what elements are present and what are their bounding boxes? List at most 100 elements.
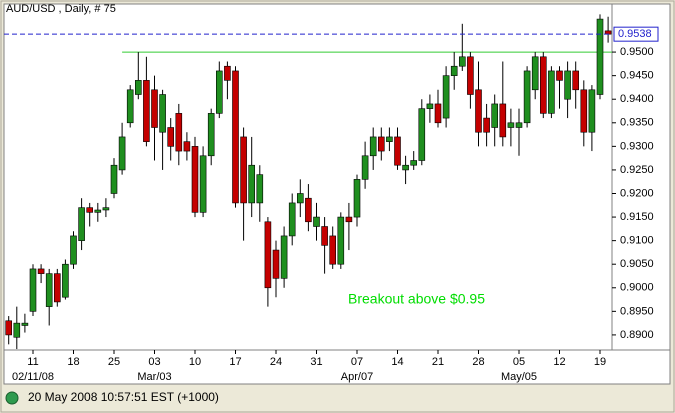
candle-body bbox=[499, 103, 507, 138]
candle-body bbox=[29, 268, 37, 312]
candle-body bbox=[418, 108, 426, 161]
x-sublabel: Mar/03 bbox=[137, 371, 171, 383]
y-tick-label: 0.9400 bbox=[620, 93, 654, 105]
candle-body bbox=[86, 207, 93, 213]
candle-body bbox=[183, 141, 191, 152]
candle-body bbox=[167, 127, 174, 147]
candle-body bbox=[580, 89, 588, 133]
candle-body bbox=[548, 70, 555, 114]
x-tick-label: 24 bbox=[270, 356, 282, 368]
candle-body bbox=[175, 113, 183, 152]
candle-body bbox=[377, 136, 385, 152]
candle-body bbox=[13, 322, 21, 338]
candle-body bbox=[556, 70, 563, 81]
candle-body bbox=[434, 103, 442, 124]
candle-body bbox=[53, 273, 61, 303]
x-axis-area bbox=[3, 349, 671, 385]
candle-body bbox=[70, 235, 77, 265]
candle-body bbox=[483, 117, 490, 133]
candle-body bbox=[264, 221, 272, 289]
x-tick-label: 07 bbox=[351, 356, 363, 368]
x-sublabel: 02/11/08 bbox=[12, 371, 54, 383]
candle-body bbox=[191, 146, 199, 213]
candle-body bbox=[337, 216, 345, 265]
candle-body bbox=[539, 56, 547, 114]
candle-body bbox=[45, 273, 53, 307]
candle-body bbox=[94, 209, 102, 213]
candle-body bbox=[216, 70, 223, 114]
last-price-box bbox=[613, 26, 659, 42]
candle-body bbox=[280, 235, 288, 279]
candle-body bbox=[361, 155, 369, 180]
candle-body bbox=[564, 70, 571, 100]
x-tick-label: 28 bbox=[472, 356, 484, 368]
annotation: Breakout above $0.95 bbox=[348, 291, 485, 307]
y-tick-label: 0.9050 bbox=[620, 258, 654, 270]
candle-body bbox=[240, 136, 247, 204]
plot-area bbox=[3, 3, 613, 351]
candle-body bbox=[353, 179, 361, 218]
candle-body bbox=[256, 174, 264, 204]
candle-body bbox=[467, 56, 474, 95]
candle-body bbox=[248, 164, 255, 204]
candle-body bbox=[118, 136, 126, 171]
candle-body bbox=[232, 70, 239, 204]
candle-body bbox=[102, 207, 110, 211]
x-tick-label: 31 bbox=[310, 356, 322, 368]
x-tick-label: 03 bbox=[148, 356, 160, 368]
x-tick-label: 25 bbox=[108, 356, 120, 368]
candle-body bbox=[151, 89, 158, 128]
candle-body bbox=[475, 89, 482, 133]
x-tick-label: 12 bbox=[553, 356, 565, 368]
footer: 20 May 2008 10:57:51 EST (+1000) bbox=[28, 390, 219, 404]
candle-body bbox=[296, 193, 304, 204]
y-tick-label: 0.9300 bbox=[620, 140, 654, 152]
x-tick-label: 05 bbox=[513, 356, 525, 368]
candle-body bbox=[224, 65, 231, 81]
x-tick-label: 10 bbox=[189, 356, 201, 368]
y-tick-label: 0.9150 bbox=[620, 211, 654, 223]
x-tick-label: 14 bbox=[391, 356, 403, 368]
candle-body bbox=[21, 322, 29, 326]
y-tick-label: 0.9450 bbox=[620, 70, 654, 82]
candle-body bbox=[305, 197, 312, 223]
x-sublabel: May/05 bbox=[501, 371, 537, 383]
candle-body bbox=[345, 216, 353, 223]
y-tick-label: 0.9100 bbox=[620, 235, 654, 247]
candle-body bbox=[410, 160, 418, 166]
candle-body bbox=[394, 136, 401, 166]
y-tick-label: 0.9200 bbox=[620, 187, 654, 199]
candle-body bbox=[386, 136, 393, 142]
candle-body bbox=[126, 89, 134, 124]
candle-body bbox=[288, 202, 296, 237]
candle-body bbox=[515, 122, 523, 128]
y-tick-label: 0.9000 bbox=[620, 282, 654, 294]
candle-body bbox=[572, 70, 580, 91]
candle-body bbox=[507, 122, 515, 128]
x-tick-label: 11 bbox=[27, 356, 38, 368]
candle-body bbox=[199, 155, 207, 213]
y-tick-label: 0.9500 bbox=[620, 46, 654, 58]
x-tick-label: 17 bbox=[229, 356, 241, 368]
candle-body bbox=[37, 268, 45, 274]
x-tick-label: 18 bbox=[67, 356, 79, 368]
candle-body bbox=[442, 75, 450, 119]
candle-body bbox=[402, 164, 409, 171]
candle-body bbox=[450, 65, 458, 76]
y-axis-area bbox=[611, 3, 671, 351]
candle-body bbox=[458, 56, 466, 67]
status-icon bbox=[5, 391, 19, 405]
candle-body bbox=[110, 164, 118, 194]
y-tick-label: 0.8950 bbox=[620, 305, 654, 317]
chart-title: AUD/USD , Daily, # 75 bbox=[6, 3, 116, 15]
candle-body bbox=[491, 103, 499, 128]
candle-body bbox=[5, 320, 12, 336]
candle-body bbox=[135, 80, 142, 95]
candle-body bbox=[143, 80, 150, 142]
candle-body bbox=[207, 113, 215, 157]
x-tick-label: 21 bbox=[432, 356, 444, 368]
y-tick-label: 0.8900 bbox=[620, 329, 654, 341]
candle-body bbox=[313, 216, 320, 227]
